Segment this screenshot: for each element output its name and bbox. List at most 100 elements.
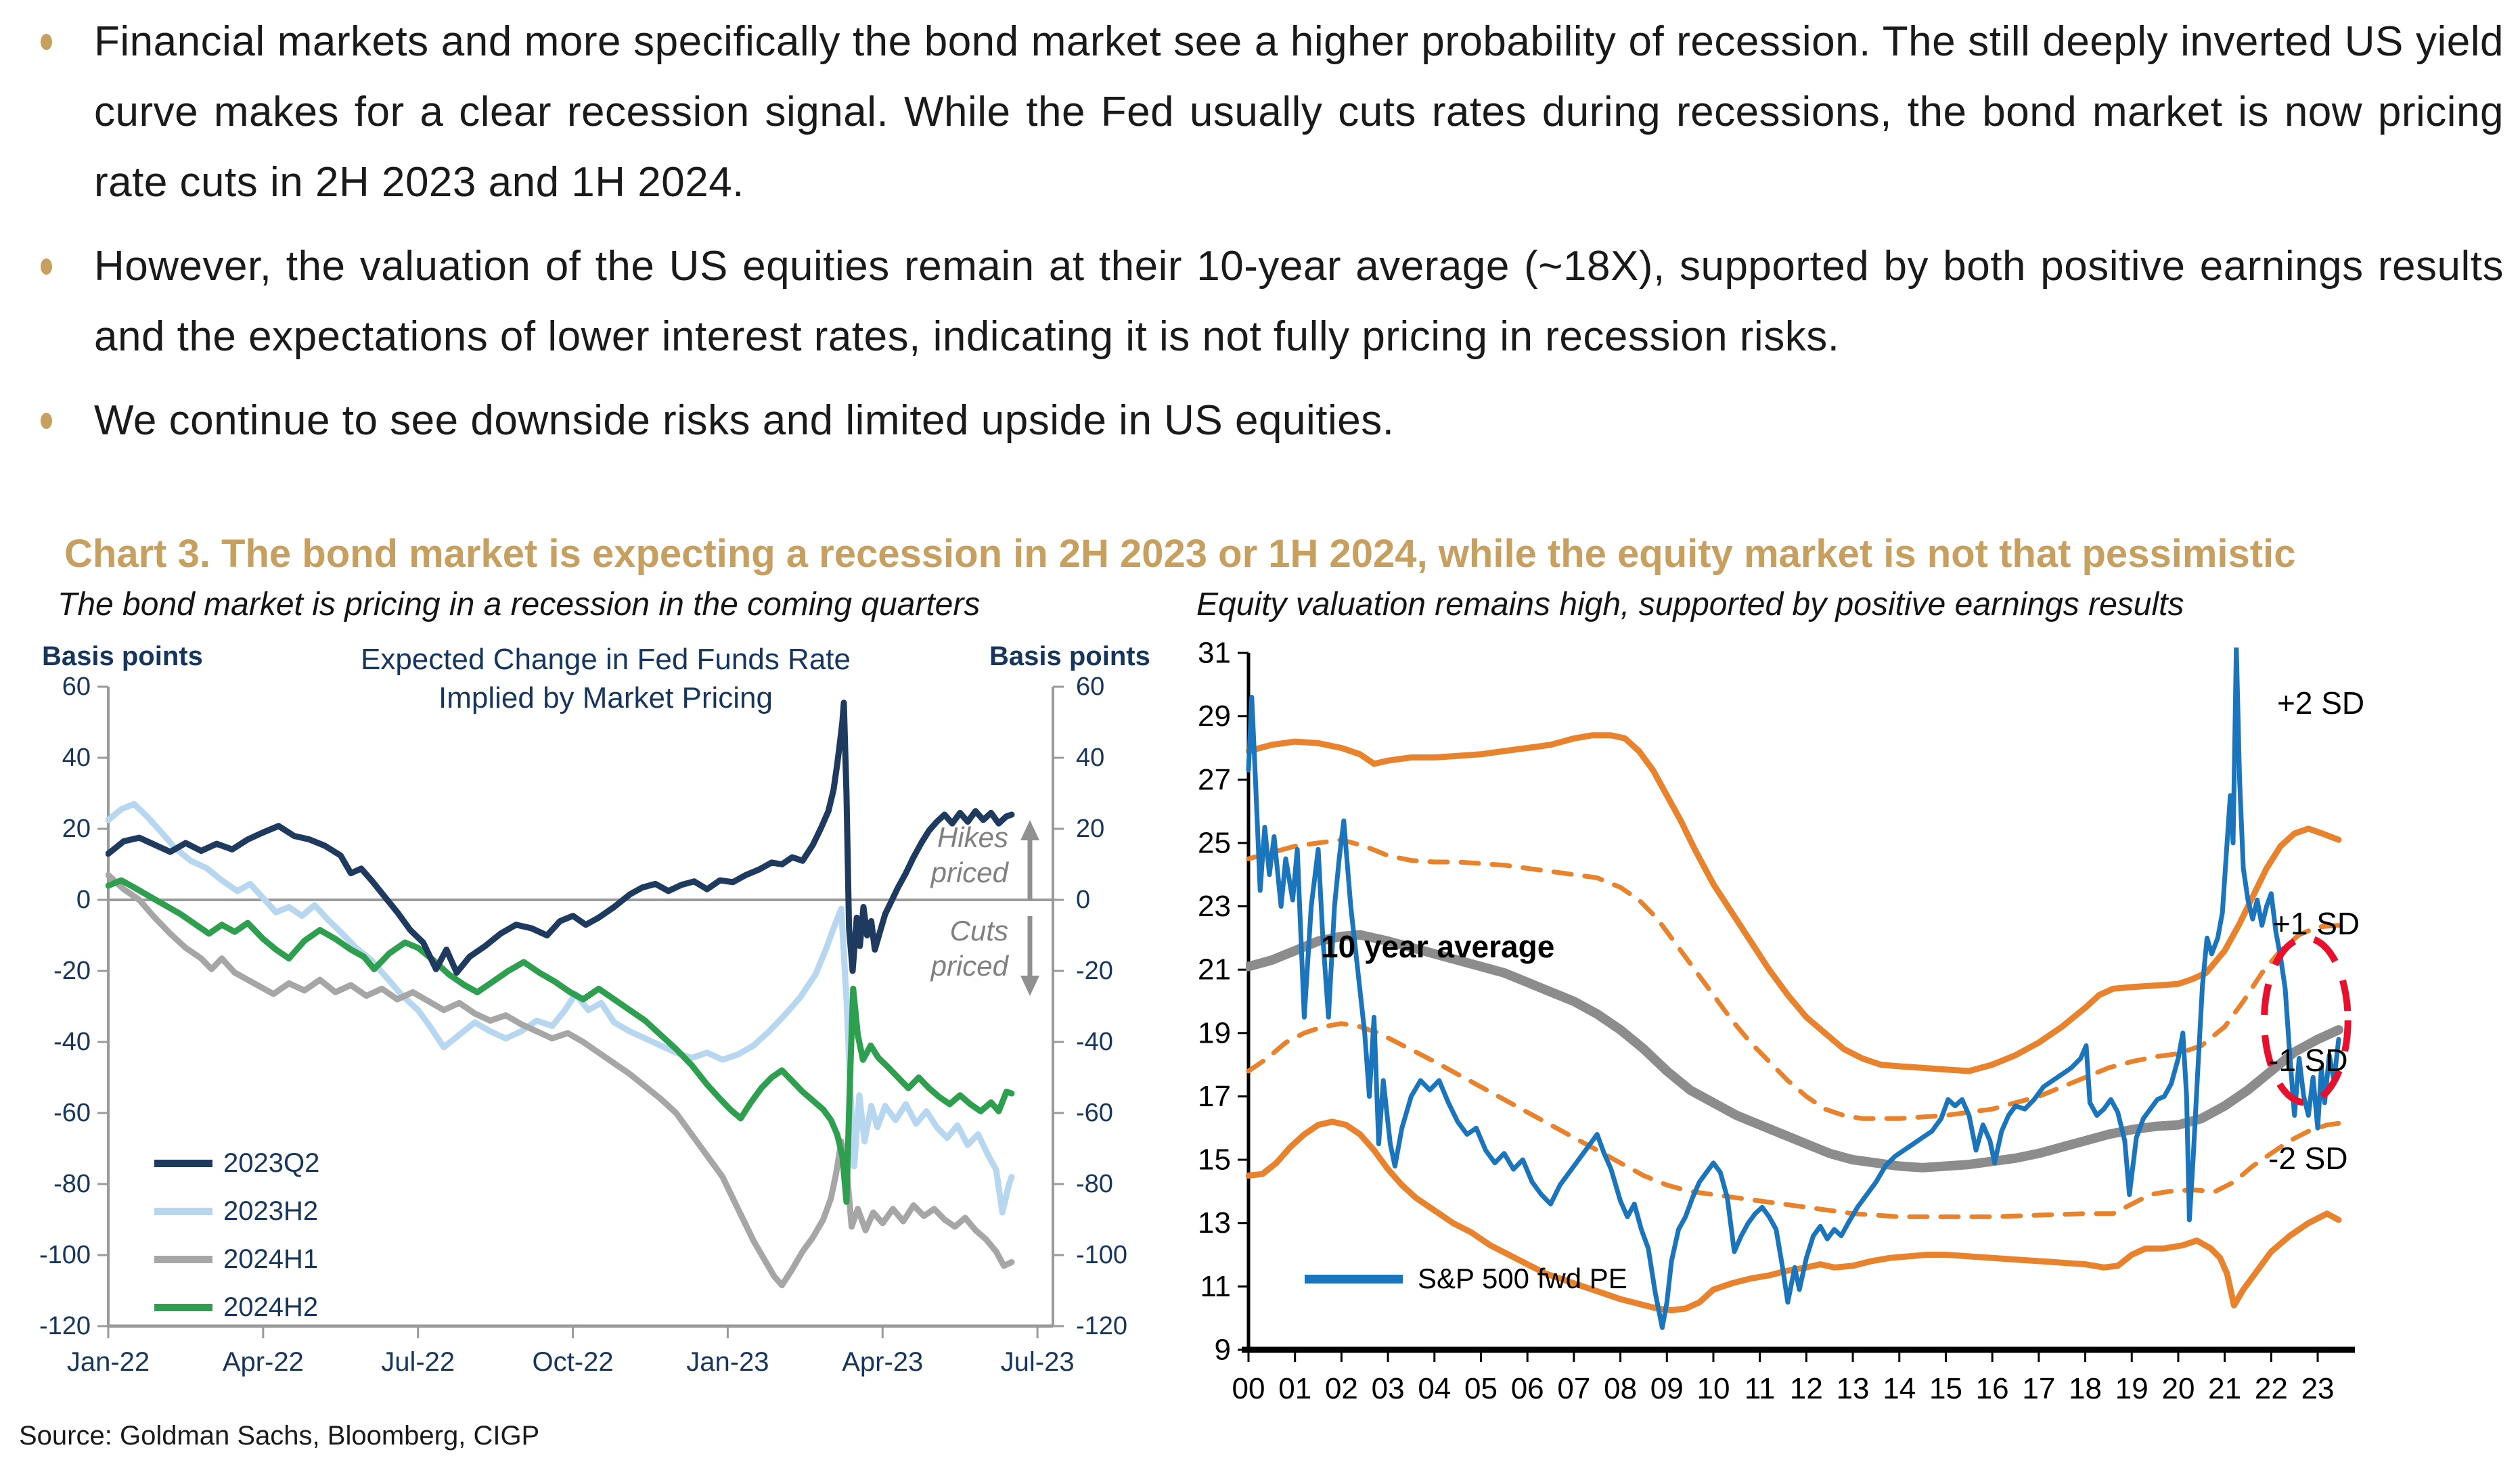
x-tick-label: Jan-23: [686, 1347, 769, 1377]
legend-swatch: [154, 1256, 212, 1263]
y-tick-label: 27: [1198, 763, 1231, 796]
y-tick-label: 23: [1198, 890, 1231, 923]
legend-label: S&P 500 fwd PE: [1418, 1263, 1627, 1294]
y-tick-label: 0: [1076, 886, 1090, 914]
y-tick-label: -60: [53, 1099, 91, 1127]
x-tick-label: 15: [1929, 1372, 1962, 1405]
source-note: Source: Goldman Sachs, Bloomberg, CIGP: [19, 1421, 540, 1451]
x-tick-label: Jul-23: [1001, 1347, 1075, 1377]
y-tick-label: 60: [1076, 673, 1104, 701]
bullet-icon: [41, 258, 52, 275]
y-tick-label: 17: [1198, 1080, 1231, 1113]
left-axis-title: Basis points: [42, 641, 203, 671]
y-tick-label: 9: [1215, 1334, 1231, 1367]
left-chart-legend: 2023Q2 2023H2 2024H1 2024H2: [154, 1139, 319, 1332]
y-tick-label: -120: [39, 1312, 91, 1340]
pe-chart: 31 29 27 25 23 21 19 17 15 13 11 900 01 02 03 04 05 06 07 0…: [1198, 637, 2355, 1405]
x-tick-label: 05: [1464, 1372, 1498, 1405]
series-2024H1: [106, 871, 1015, 1289]
right-chart-legend: S&P 500 fwd PE: [1305, 1263, 1627, 1295]
x-tick-label: 10: [1696, 1372, 1730, 1405]
legend-swatch: [1305, 1274, 1403, 1283]
series--1 SD: [1246, 1021, 2341, 1219]
x-tick-label: Jul-22: [381, 1347, 455, 1377]
right-axis-title: Basis points: [989, 641, 1150, 671]
legend-swatch: [154, 1208, 212, 1215]
y-tick-label: -20: [1076, 957, 1113, 985]
minus2sd-label: -2 SD: [2268, 1141, 2348, 1176]
series-2023H2: [106, 800, 1015, 1216]
x-tick-label: 13: [1837, 1372, 1870, 1405]
minus1sd-label: -1 SD: [2268, 1043, 2348, 1078]
y-tick-label: -120: [1076, 1312, 1127, 1340]
x-tick-label: 01: [1278, 1372, 1311, 1405]
y-tick-label: -40: [53, 1028, 91, 1056]
x-tick-label: 21: [2208, 1372, 2241, 1405]
x-tick-label: Apr-23: [842, 1347, 923, 1377]
chart-section-title: Chart 3. The bond market is expecting a …: [64, 532, 2296, 576]
right-chart-subtitle: Equity valuation remains high, supported…: [1196, 587, 2184, 622]
x-tick-label: 20: [2161, 1372, 2195, 1405]
ten-year-average-label: 10 year average: [1321, 929, 1555, 964]
x-tick-label: 12: [1790, 1372, 1823, 1405]
legend-label: 2023H2: [223, 1196, 319, 1226]
x-tick-label: 14: [1883, 1372, 1916, 1405]
x-tick-label: 03: [1372, 1372, 1405, 1405]
x-tick-label: Apr-22: [223, 1347, 304, 1377]
x-tick-label: 07: [1557, 1372, 1590, 1405]
x-tick-label: 00: [1232, 1372, 1265, 1405]
y-tick-label: 29: [1198, 700, 1231, 733]
x-tick-label: Oct-22: [533, 1347, 614, 1377]
left-chart-subtitle: The bond market is pricing in a recessio…: [58, 587, 981, 622]
series-+1 SD: [1246, 837, 2341, 1121]
series-2023Q2: [106, 700, 1015, 976]
y-tick-label: 40: [62, 744, 91, 772]
x-tick-label: 06: [1511, 1372, 1544, 1405]
series-10 year average: [1246, 930, 2343, 1173]
series--2 SD: [1246, 1118, 2342, 1313]
y-tick-label: 19: [1198, 1016, 1231, 1049]
plus1sd-label: +1 SD: [2272, 906, 2360, 941]
legend-item: 2024H2: [154, 1283, 319, 1332]
bullet-text: We continue to see downside risks and li…: [94, 397, 1395, 444]
legend-item: 2024H1: [154, 1235, 319, 1283]
y-tick-label: -100: [1076, 1241, 1127, 1269]
x-tick-label: 08: [1604, 1372, 1637, 1405]
left-chart-title: Expected Change in Fed Funds Rate Implie…: [360, 643, 851, 714]
series-S&P 500 fwd PE: [1246, 647, 2341, 1330]
y-tick-label: 13: [1198, 1206, 1231, 1240]
series-+2 SD: [1246, 732, 2342, 1074]
y-tick-label: -60: [1076, 1099, 1113, 1127]
x-tick-label: 02: [1325, 1372, 1358, 1405]
highlight-ellipse: [2261, 934, 2352, 1106]
legend-swatch: [154, 1304, 212, 1311]
y-tick-label: 0: [76, 886, 91, 914]
x-tick-label: 22: [2255, 1372, 2288, 1405]
y-tick-label: 21: [1198, 953, 1231, 986]
bullet-icon: [41, 34, 52, 50]
hikes-priced-annotation: Hikes priced: [868, 820, 1042, 903]
x-tick-label: 19: [2115, 1372, 2148, 1405]
y-tick-label: 31: [1198, 637, 1231, 670]
fed-funds-chart: 60 60 40 40 20 20 0 0 -20 -20 -40 -40 -60 -60 -80 -80 -1…: [39, 673, 1127, 1377]
x-tick-label: 16: [1976, 1372, 2009, 1405]
legend-label: 2024H2: [223, 1292, 319, 1322]
arrow-up-icon: [1020, 820, 1039, 900]
legend-item: 2023H2: [154, 1187, 319, 1235]
y-tick-label: 40: [1076, 744, 1104, 772]
x-tick-label: 11: [1745, 1372, 1776, 1405]
bullet-item: However, the valuation of the US equitie…: [41, 231, 2504, 372]
y-tick-label: -40: [1076, 1028, 1113, 1056]
y-tick-label: -80: [1076, 1170, 1113, 1198]
y-tick-label: 25: [1198, 826, 1231, 859]
x-tick-label: 17: [2022, 1372, 2055, 1405]
bullet-icon: [41, 413, 52, 429]
x-tick-label: 18: [2069, 1372, 2102, 1405]
y-tick-label: 60: [62, 673, 91, 701]
bullet-item: Financial markets and more specifically …: [41, 7, 2504, 218]
x-tick-label: 09: [1650, 1372, 1684, 1405]
bullet-text: However, the valuation of the US equitie…: [94, 243, 2504, 360]
bullet-item: We continue to see downside risks and li…: [41, 386, 2504, 456]
y-tick-label: -100: [39, 1241, 91, 1269]
series-2024H2: [106, 877, 1015, 1205]
